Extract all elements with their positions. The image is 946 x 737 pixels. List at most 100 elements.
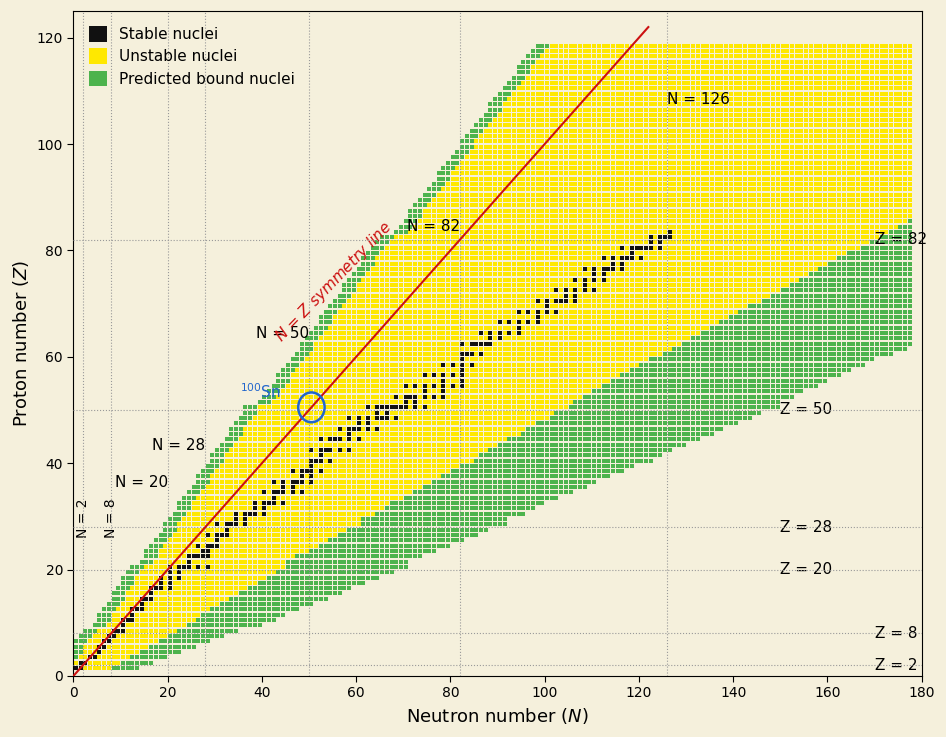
Point — [450, 157, 465, 169]
Point — [577, 332, 592, 344]
Point — [534, 172, 550, 184]
Point — [634, 343, 649, 354]
Point — [534, 284, 550, 296]
Point — [342, 279, 357, 291]
Point — [299, 332, 314, 344]
Point — [478, 157, 493, 169]
Point — [860, 284, 875, 296]
Point — [601, 423, 616, 435]
Point — [737, 359, 752, 371]
Point — [506, 172, 521, 184]
Point — [761, 258, 776, 270]
Point — [775, 354, 790, 366]
Point — [794, 141, 809, 153]
Point — [394, 258, 409, 270]
Point — [672, 247, 687, 259]
Point — [261, 561, 276, 573]
Point — [572, 98, 587, 110]
Point — [676, 242, 692, 254]
Point — [501, 290, 517, 301]
Point — [417, 439, 432, 450]
Point — [662, 93, 677, 105]
Point — [582, 152, 597, 164]
Point — [356, 343, 371, 354]
Point — [360, 444, 376, 455]
Point — [700, 66, 715, 78]
Point — [695, 66, 710, 78]
Point — [289, 551, 305, 562]
Point — [705, 119, 720, 131]
Point — [252, 620, 267, 632]
Point — [299, 460, 314, 472]
Point — [808, 45, 823, 57]
Point — [591, 263, 606, 275]
Point — [850, 56, 866, 68]
Point — [446, 237, 461, 248]
Point — [850, 263, 866, 275]
Point — [219, 572, 235, 584]
Point — [676, 364, 692, 376]
Point — [219, 529, 235, 541]
Point — [902, 226, 918, 238]
Point — [469, 450, 484, 461]
Point — [252, 598, 267, 610]
Point — [237, 444, 253, 455]
Point — [351, 566, 366, 578]
Point — [714, 242, 729, 254]
Point — [205, 593, 220, 604]
Point — [605, 205, 621, 217]
Point — [87, 652, 102, 663]
Point — [765, 279, 780, 291]
Point — [577, 284, 592, 296]
Point — [441, 194, 456, 206]
Point — [474, 327, 489, 339]
Point — [761, 66, 776, 78]
Point — [582, 354, 597, 366]
Point — [705, 380, 720, 392]
Point — [299, 465, 314, 477]
Point — [450, 497, 465, 509]
Point — [379, 247, 394, 259]
Point — [572, 476, 587, 488]
Point — [888, 268, 903, 280]
Point — [511, 481, 526, 493]
Point — [813, 301, 828, 312]
Point — [591, 194, 606, 206]
Point — [705, 136, 720, 147]
Point — [450, 471, 465, 483]
Point — [549, 295, 564, 307]
Point — [727, 119, 743, 131]
Point — [289, 423, 305, 435]
Point — [544, 125, 559, 136]
Point — [672, 364, 687, 376]
Point — [657, 380, 673, 392]
Point — [172, 508, 187, 520]
Point — [648, 354, 663, 366]
Point — [601, 205, 616, 217]
Point — [417, 412, 432, 424]
Point — [342, 529, 357, 541]
Point — [558, 274, 573, 286]
Point — [700, 306, 715, 318]
Point — [737, 83, 752, 94]
Point — [450, 476, 465, 488]
Point — [841, 279, 856, 291]
Point — [813, 364, 828, 376]
Point — [441, 396, 456, 408]
Point — [346, 450, 361, 461]
Point — [417, 433, 432, 445]
Point — [308, 556, 324, 567]
Point — [177, 640, 192, 652]
Point — [563, 423, 578, 435]
Point — [724, 385, 739, 397]
Point — [639, 194, 654, 206]
Point — [431, 247, 447, 259]
Point — [686, 146, 701, 158]
Point — [464, 274, 480, 286]
Point — [676, 114, 692, 126]
Point — [233, 503, 248, 514]
Point — [624, 125, 639, 136]
Point — [346, 274, 361, 286]
Point — [817, 237, 832, 248]
Point — [256, 476, 272, 488]
